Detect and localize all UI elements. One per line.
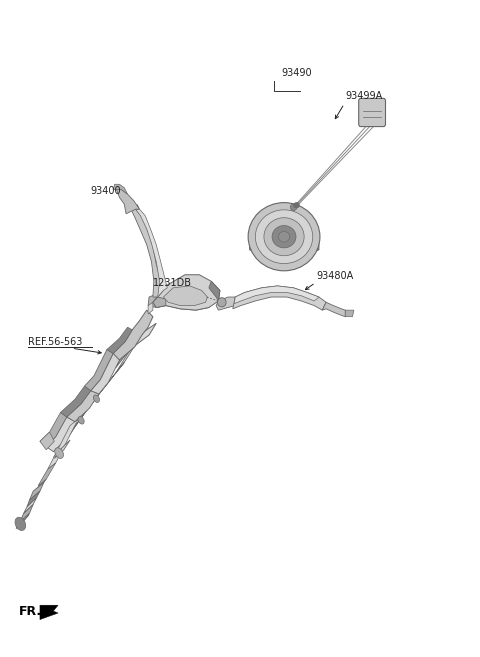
Ellipse shape (93, 395, 99, 402)
Polygon shape (345, 310, 354, 317)
Text: 93490: 93490 (281, 68, 312, 78)
Ellipse shape (294, 202, 300, 208)
Polygon shape (131, 209, 163, 297)
Text: FR.: FR. (19, 605, 42, 618)
Text: 93499A: 93499A (345, 91, 383, 101)
Ellipse shape (278, 231, 290, 242)
Polygon shape (153, 275, 220, 310)
Polygon shape (84, 350, 113, 391)
Polygon shape (163, 286, 207, 306)
Polygon shape (40, 413, 67, 447)
Text: 93400: 93400 (91, 186, 121, 196)
Polygon shape (250, 242, 319, 264)
Polygon shape (216, 297, 235, 310)
Ellipse shape (264, 217, 304, 256)
Ellipse shape (272, 225, 296, 248)
Polygon shape (24, 497, 36, 513)
Polygon shape (292, 202, 299, 210)
Text: 1231DB: 1231DB (153, 278, 192, 288)
Polygon shape (48, 419, 78, 470)
Ellipse shape (15, 517, 25, 530)
Polygon shape (29, 483, 44, 500)
Polygon shape (107, 327, 132, 353)
Ellipse shape (255, 210, 313, 263)
Polygon shape (323, 302, 345, 317)
Polygon shape (116, 317, 153, 373)
Polygon shape (46, 417, 75, 452)
Polygon shape (54, 440, 70, 459)
Polygon shape (67, 391, 99, 422)
Polygon shape (91, 353, 123, 394)
FancyBboxPatch shape (359, 99, 385, 127)
Ellipse shape (78, 417, 84, 424)
Polygon shape (53, 424, 77, 458)
Polygon shape (20, 504, 33, 522)
Polygon shape (40, 605, 58, 620)
Polygon shape (113, 184, 128, 194)
Ellipse shape (248, 202, 320, 271)
Polygon shape (233, 286, 326, 310)
Polygon shape (60, 386, 91, 417)
Polygon shape (117, 189, 140, 214)
Polygon shape (148, 302, 153, 314)
Ellipse shape (55, 448, 63, 459)
Polygon shape (113, 310, 153, 360)
Polygon shape (88, 363, 124, 409)
Polygon shape (19, 513, 29, 525)
Polygon shape (209, 281, 220, 301)
Text: REF.56-563: REF.56-563 (28, 337, 83, 347)
Polygon shape (38, 463, 56, 486)
Polygon shape (153, 297, 166, 307)
Polygon shape (27, 491, 40, 507)
Polygon shape (69, 397, 96, 435)
Text: 93480A: 93480A (317, 271, 354, 281)
Ellipse shape (217, 298, 226, 307)
Polygon shape (136, 209, 167, 297)
Polygon shape (40, 432, 54, 450)
Ellipse shape (290, 204, 297, 210)
Polygon shape (234, 286, 319, 304)
Polygon shape (16, 515, 28, 528)
Polygon shape (130, 323, 156, 350)
Polygon shape (148, 288, 216, 310)
Polygon shape (35, 480, 46, 491)
Polygon shape (116, 336, 137, 368)
